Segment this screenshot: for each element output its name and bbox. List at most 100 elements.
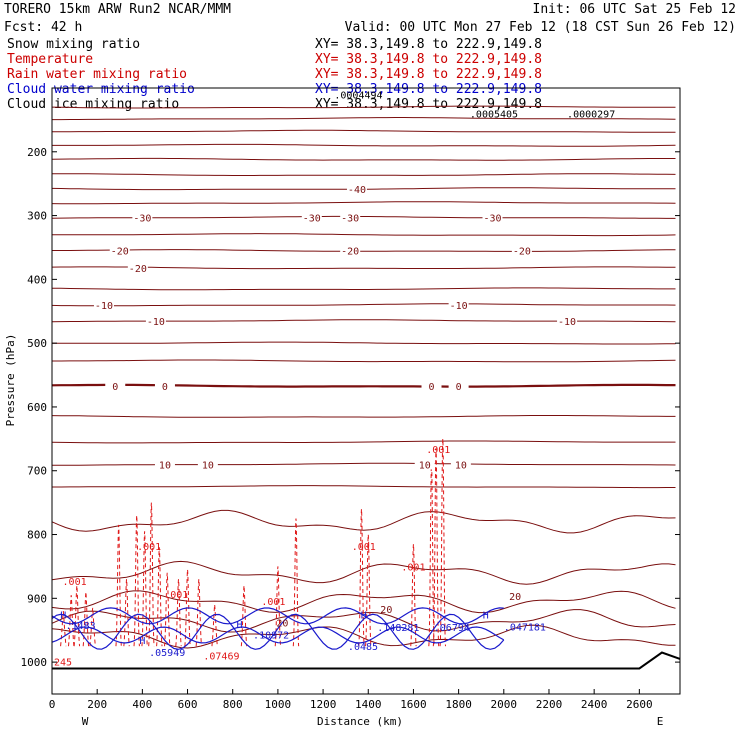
temperature-isotherm <box>52 173 676 176</box>
x-tick-label: 2200 <box>536 698 563 711</box>
y-tick-label: 700 <box>27 465 47 478</box>
low-left-label: 245 <box>54 657 72 668</box>
rain-label: .07469 <box>203 652 239 663</box>
isotherm-label-bg <box>421 379 442 391</box>
upper-value-label: .0005405 <box>470 110 518 121</box>
x-axis-label: Distance (km) <box>317 715 403 728</box>
cloud-high-marker: H <box>236 620 242 631</box>
rain-contour <box>123 579 130 647</box>
temperature-isotherm <box>51 266 676 270</box>
rain-contour <box>141 531 148 647</box>
y-tick-label: 600 <box>27 401 47 414</box>
isotherm-label: 0 <box>456 382 462 393</box>
isotherm-label: -30 <box>341 213 359 224</box>
isotherm-label: -20 <box>341 247 359 258</box>
isotherm-label: -30 <box>483 213 501 224</box>
axes: 0 200 400 600 800 10 0 0 1200 1400 1600 1800 2000 220… <box>21 146 680 711</box>
rain-contour <box>358 508 365 647</box>
temperature-isotherm <box>51 319 676 323</box>
isotherm-label-bg <box>145 314 166 326</box>
cloud-high-marker: H <box>483 610 489 621</box>
cloud-label: .10972 <box>253 631 289 642</box>
legend-xy-snow: XY= 38.3,149.8 to 222.9,149.8 <box>315 37 542 52</box>
x-tick-label: 2000 <box>491 698 518 711</box>
isotherm-label-bg <box>105 379 126 391</box>
rain-label: .001 <box>426 445 450 456</box>
isotherm-label: -30 <box>303 213 321 224</box>
cloud-water-contour <box>51 626 505 644</box>
legend-field-cloud-water: Cloud water mixing ratio <box>7 82 195 97</box>
isotherm-label: 10 <box>455 460 467 471</box>
x-tick-label: 600 <box>178 698 198 711</box>
temperature-isotherm <box>52 233 676 237</box>
isotherm-label: 20 <box>276 619 288 630</box>
rain-contour <box>195 579 203 647</box>
legend-field-temperature: Temperature <box>7 52 93 67</box>
rain-contour <box>133 515 140 647</box>
cloud-water-contour <box>51 607 504 625</box>
isotherm-label: -30 <box>133 213 151 224</box>
y-tick-label: 500 <box>27 337 47 350</box>
temperature-isotherm <box>52 129 676 133</box>
x-tick-label: 1200 <box>310 698 337 711</box>
rain-contour <box>410 544 417 647</box>
west-label: W <box>82 715 89 728</box>
y-tick-label: 900 <box>27 592 47 605</box>
isotherm-label: 10 <box>419 460 431 471</box>
isotherm-label: 0 <box>162 382 168 393</box>
rain-label: .001 <box>137 542 161 553</box>
low-level-isotherm <box>51 590 676 614</box>
legend-xy-cloud-ice: XY= 38.3,149.8 to 222.9,149.8 <box>315 97 542 112</box>
isotherm-label-bg <box>154 458 175 470</box>
y-tick-label: 200 <box>27 146 47 159</box>
isotherm-label: 10 <box>202 460 214 471</box>
isotherm-label: 20 <box>380 605 392 616</box>
rain-contour <box>115 524 122 647</box>
contour-labels: -40-30 -30 -30 -30-20 -20 -20-20-10 -10-10 -100… <box>54 90 615 668</box>
isotherm-label-bg <box>340 211 361 223</box>
temperature-isotherm <box>51 105 676 109</box>
rain-contour <box>240 585 248 647</box>
terrain-line <box>52 651 681 670</box>
cloud-high-marker: H <box>361 610 367 621</box>
temperature-isotherm <box>52 249 676 252</box>
terrain <box>52 651 681 670</box>
rain-contour <box>432 448 440 647</box>
isotherm-label: -40 <box>348 185 366 196</box>
rain-contour <box>211 604 218 647</box>
isotherm-label-bg <box>511 244 532 256</box>
rain-label: .001 <box>164 590 188 601</box>
isotherm-label-bg <box>448 298 469 310</box>
isotherm-label-bg <box>482 211 503 223</box>
rain-label: .001 <box>401 562 425 573</box>
temperature-isotherm <box>51 215 676 219</box>
legend-xy-temperature: XY= 38.3,149.8 to 222.9,149.8 <box>315 52 542 67</box>
temperature-isotherm <box>51 303 676 307</box>
x-tick-label: 400 <box>132 698 152 711</box>
isotherm-label: -10 <box>147 317 165 328</box>
x-tick-label: 800 <box>223 698 243 711</box>
isotherm-label-bg <box>340 244 361 256</box>
upper-value-label: .0000297 <box>567 110 615 121</box>
rain-contour <box>89 607 96 647</box>
isotherm-label-bg <box>109 244 130 256</box>
isotherm-label: -20 <box>111 247 129 258</box>
x-tick-label: 1800 <box>445 698 472 711</box>
isotherm-label: -20 <box>513 247 531 258</box>
isotherm-label-bg <box>557 314 578 326</box>
rain-contour <box>148 502 155 647</box>
valid-time: Valid: 00 UTC Mon 27 Feb 12 (18 CST Sun … <box>345 20 736 35</box>
x-tick-label: 0 <box>49 698 56 711</box>
plot-frame <box>51 87 681 695</box>
isotherm-label-bg <box>132 211 153 223</box>
east-label: E <box>657 715 664 728</box>
isotherm-label-bg <box>448 379 469 391</box>
cloud-label: .06794 <box>434 623 470 634</box>
temperature-isotherm <box>52 462 676 466</box>
y-tick-label: 800 <box>27 529 47 542</box>
x-tick-label: 1400 <box>355 698 382 711</box>
x-tick-label: 1600 <box>400 698 427 711</box>
temperature-isotherm <box>52 485 676 489</box>
legend-xy-cloud-water: XY= 38.3,149.8 to 222.9,149.8 <box>315 82 542 97</box>
forecast-hour: Fcst: 42 h <box>4 20 82 35</box>
